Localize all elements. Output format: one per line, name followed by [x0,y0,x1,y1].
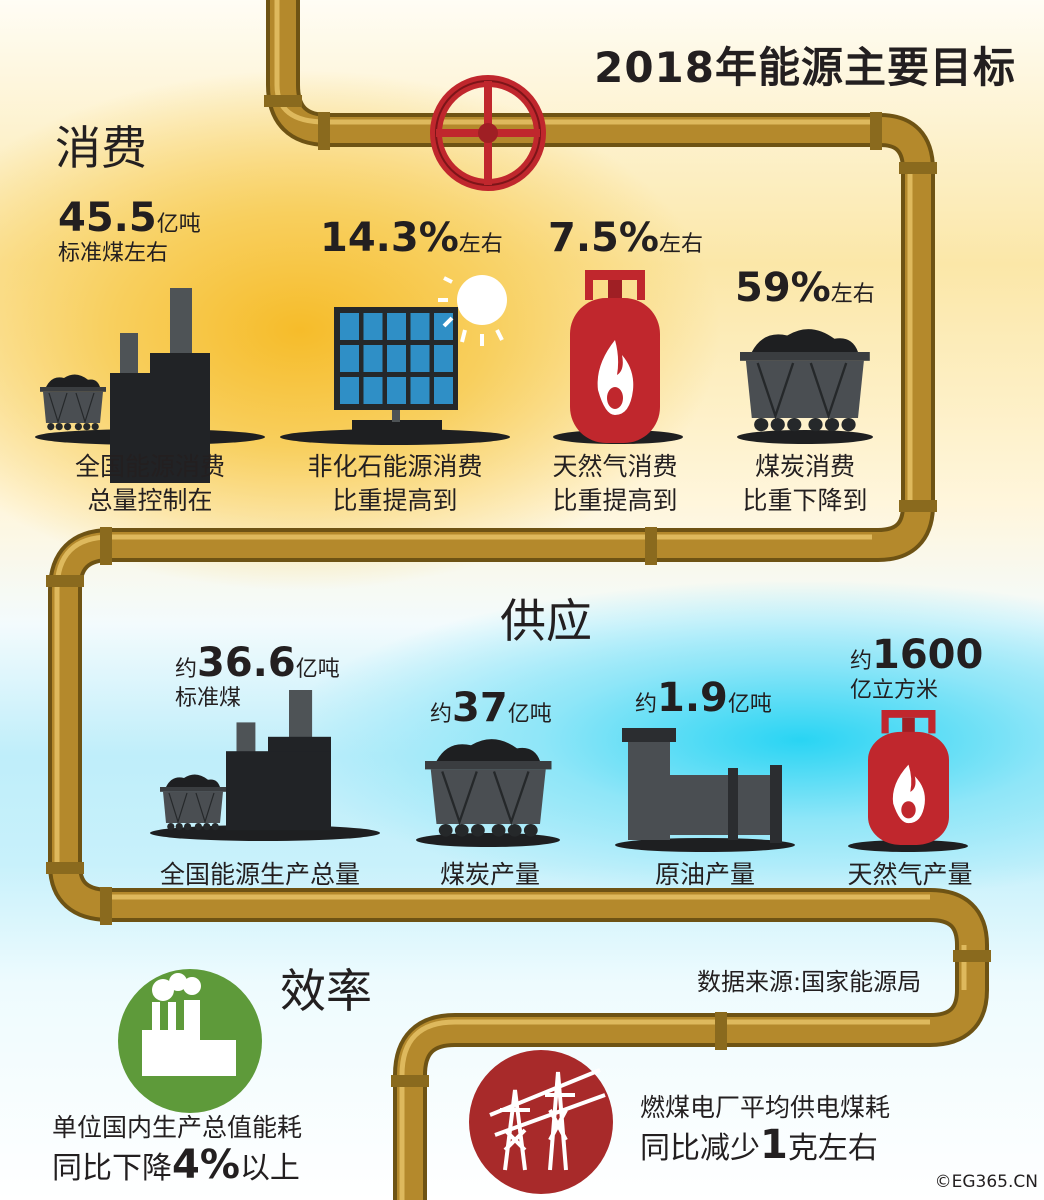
solar-cell [387,345,406,372]
coal-cart-icon [738,327,871,433]
solar-cell [410,313,430,340]
section-heading-efficiency: 效率 [280,964,372,1018]
energy-production-label: 全国能源生产总量 [159,860,360,889]
gas-production-label: 天然气产量 [847,860,973,889]
section-heading-consumption: 消费 [55,121,147,175]
solar-cell [434,377,453,404]
green-factory-icon [118,969,262,1113]
solar-cell [410,377,430,404]
gdp-energy-label: 单位国内生产总值能耗 [52,1113,303,1142]
pipe [52,0,985,1200]
solar-cell [363,345,383,372]
solar-cell [340,345,359,372]
solar-cell [434,345,453,372]
pipe-highlight [54,0,967,1200]
gas-share-value: 7.5%左右 [548,215,703,261]
solar-cell [340,377,359,404]
coal-consumption-label: 煤炭消费 比重下降到 [742,452,868,515]
solar-cell [340,313,359,340]
nonfossil-label: 非化石能源消费 比重提高到 [307,452,483,515]
coal-consumption-rate-value: 同比减少1克左右 [640,1122,878,1168]
coal-share-value: 59%左右 [735,265,875,311]
consumption-total-value: 45.5亿吨 标准煤左右 [58,195,201,266]
coal-production-label: 煤炭产量 [439,860,540,889]
solar-cell [410,345,430,372]
oil-production-value: 约1.9亿吨 [635,675,772,721]
solar-cell [363,313,383,340]
consumption-total-label: 全国能源消费 总量控制在 [74,452,225,515]
gas-production-value: 约1600 亿立方米 [850,632,984,703]
valve-wheel-icon [430,75,546,191]
coal-production-value: 约37亿吨 [430,685,552,731]
gas-consumption-label: 天然气消费 比重提高到 [552,452,678,515]
solar-cell [387,313,406,340]
coal-cart-icon [423,737,553,838]
gas-cylinder-icon [868,710,949,845]
oil-production-label: 原油产量 [654,860,755,889]
copyright: ©EG365.CN [934,1172,1038,1192]
power-tower-icon [469,1050,613,1194]
gdp-energy-value: 同比下降4%以上 [52,1142,300,1188]
solar-panel-icon [280,275,510,445]
gas-cylinder-icon [570,270,660,443]
coal-consumption-rate-label: 燃煤电厂平均供电煤耗 [640,1093,891,1122]
oil-pipe-icon [615,728,795,852]
solar-cell [363,377,383,404]
page-title: 2018年能源主要目标 [594,43,1016,92]
pipe-joints [46,95,991,1087]
section-heading-supply: 供应 [500,594,592,648]
energy-production-value: 约36.6亿吨 标准煤 [175,640,340,711]
solar-cell [387,377,406,404]
nonfossil-share-value: 14.3%左右 [320,215,503,261]
data-source: 数据来源:国家能源局 [697,968,922,996]
